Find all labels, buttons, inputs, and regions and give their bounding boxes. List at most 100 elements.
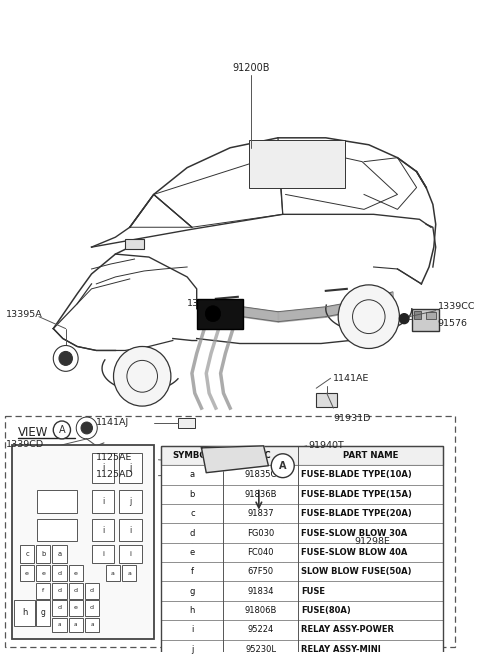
Text: d: d <box>58 571 61 576</box>
Bar <box>293 582 308 594</box>
Text: d: d <box>58 588 61 593</box>
Text: d: d <box>190 529 195 538</box>
Bar <box>119 453 142 483</box>
Bar <box>52 583 67 599</box>
Text: 91806B: 91806B <box>245 606 277 615</box>
Bar <box>92 519 114 541</box>
Bar <box>161 543 444 562</box>
Text: 91835C: 91835C <box>245 470 277 479</box>
Bar <box>119 519 142 541</box>
Bar <box>5 416 455 646</box>
Bar <box>92 489 114 514</box>
Text: 1339CC: 1339CC <box>438 302 475 311</box>
Text: 91837: 91837 <box>248 509 274 518</box>
Bar <box>92 545 114 563</box>
Bar <box>12 445 154 639</box>
Text: FUSE: FUSE <box>301 587 325 595</box>
Bar <box>106 565 120 581</box>
Bar <box>161 523 444 543</box>
Bar <box>316 393 337 407</box>
Text: FC040: FC040 <box>248 548 274 557</box>
Bar <box>161 562 444 582</box>
Bar <box>85 583 99 599</box>
Bar <box>226 523 248 542</box>
Bar <box>251 582 265 594</box>
Bar <box>36 583 50 599</box>
Circle shape <box>271 454 294 477</box>
Bar <box>254 548 277 568</box>
Text: g: g <box>41 608 46 617</box>
Text: 95230L: 95230L <box>245 645 276 654</box>
Text: i: i <box>102 551 104 557</box>
Text: RELAY ASSY-POWER: RELAY ASSY-POWER <box>301 626 394 635</box>
Text: VIEW: VIEW <box>18 426 48 440</box>
Circle shape <box>59 352 72 365</box>
Bar <box>272 582 287 594</box>
Text: h: h <box>22 608 27 617</box>
Text: b: b <box>190 490 195 499</box>
Bar <box>36 545 50 563</box>
Bar <box>230 582 244 594</box>
Text: FUSE(80A): FUSE(80A) <box>301 606 351 615</box>
Bar <box>20 565 34 581</box>
Bar <box>254 523 277 542</box>
Text: A: A <box>279 460 287 471</box>
Text: j: j <box>191 645 193 654</box>
Bar <box>36 565 50 581</box>
Text: FUSE-SLOW BLOW 40A: FUSE-SLOW BLOW 40A <box>301 548 408 557</box>
Circle shape <box>205 306 221 322</box>
Bar <box>69 565 83 581</box>
Bar <box>5 600 453 650</box>
Text: 91200B: 91200B <box>232 64 270 73</box>
Text: h: h <box>190 606 195 615</box>
Circle shape <box>53 421 71 439</box>
Text: j: j <box>130 497 132 506</box>
Text: e: e <box>74 605 78 610</box>
Bar <box>52 600 67 616</box>
Text: 91834: 91834 <box>248 587 274 595</box>
Text: a: a <box>74 622 77 627</box>
Polygon shape <box>202 446 268 473</box>
Text: d: d <box>74 588 78 593</box>
Text: 91298E: 91298E <box>354 536 390 546</box>
Bar <box>119 489 142 514</box>
Text: j: j <box>130 463 132 472</box>
Bar <box>412 309 439 331</box>
Text: a: a <box>58 622 61 627</box>
Bar <box>414 310 421 319</box>
Bar <box>161 465 444 485</box>
Bar <box>37 519 77 541</box>
Text: RELAY ASSY-MINI: RELAY ASSY-MINI <box>301 645 381 654</box>
Bar <box>226 548 248 568</box>
Bar <box>161 620 444 640</box>
Bar <box>69 583 83 599</box>
Text: a: a <box>190 470 195 479</box>
Text: 67F50: 67F50 <box>248 567 274 576</box>
Text: PART NAME: PART NAME <box>343 451 398 460</box>
Bar <box>36 600 50 626</box>
Bar <box>283 548 306 568</box>
Bar <box>197 299 242 329</box>
Text: a: a <box>127 571 131 576</box>
Text: c: c <box>190 509 195 518</box>
Text: a: a <box>90 622 94 627</box>
Text: SYMBOL: SYMBOL <box>172 451 212 460</box>
Text: SLOW BLOW FUSE(50A): SLOW BLOW FUSE(50A) <box>301 567 411 576</box>
Bar <box>122 565 136 581</box>
Bar <box>161 640 444 655</box>
Bar <box>161 504 444 523</box>
Bar <box>161 446 444 655</box>
Circle shape <box>113 346 171 406</box>
Text: i: i <box>102 463 104 472</box>
Bar <box>283 523 306 542</box>
Text: i: i <box>130 551 132 557</box>
Bar <box>125 239 144 249</box>
Circle shape <box>81 422 93 434</box>
Text: d: d <box>90 588 94 593</box>
Text: d: d <box>90 605 94 610</box>
Text: f: f <box>191 567 194 576</box>
Text: a: a <box>111 571 115 576</box>
Text: FUSE-BLADE TYPE(15A): FUSE-BLADE TYPE(15A) <box>301 490 412 499</box>
Bar <box>249 140 345 187</box>
Text: f: f <box>42 588 44 593</box>
